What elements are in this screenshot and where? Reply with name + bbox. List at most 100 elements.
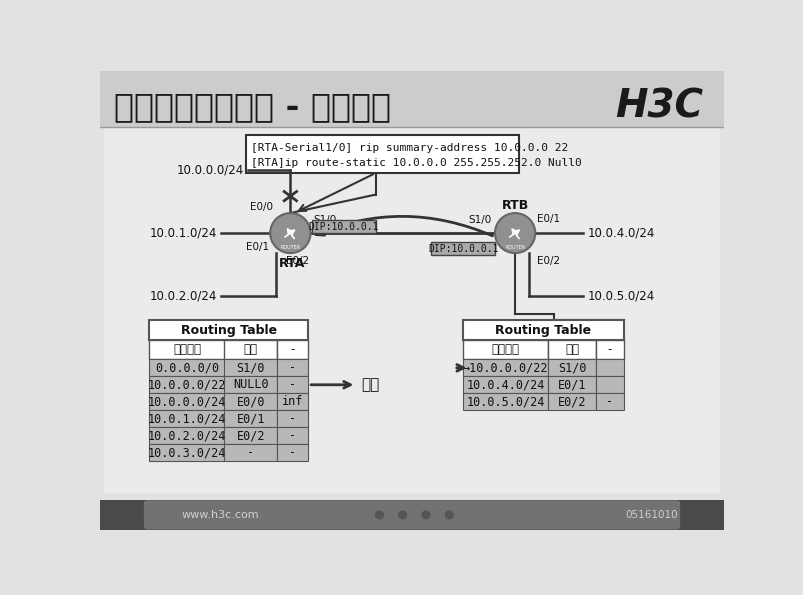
Text: 05161010: 05161010 <box>625 510 677 520</box>
Text: -: - <box>605 395 613 408</box>
Bar <box>596 376 623 393</box>
Bar <box>149 444 224 461</box>
Bar <box>277 410 308 427</box>
Bar <box>149 359 224 376</box>
Text: [RTA]ip route-static 10.0.0.0 255.255.252.0 Null0: [RTA]ip route-static 10.0.0.0 255.255.25… <box>251 158 581 168</box>
Bar <box>224 444 277 461</box>
Bar <box>277 444 308 461</box>
Circle shape <box>375 511 383 519</box>
Text: -: - <box>289 361 296 374</box>
Bar <box>596 359 623 376</box>
Text: S1/0: S1/0 <box>313 215 336 226</box>
Bar <box>463 320 623 340</box>
Text: ROUTER: ROUTER <box>504 245 524 250</box>
Text: S1/0: S1/0 <box>557 361 586 374</box>
Text: E0/1: E0/1 <box>557 378 586 392</box>
Text: -: - <box>289 429 296 442</box>
Bar <box>104 129 719 493</box>
Text: 接口: 接口 <box>565 343 579 356</box>
Text: 目标网络: 目标网络 <box>491 343 520 356</box>
Bar <box>277 359 308 376</box>
Text: E0/2: E0/2 <box>236 429 265 442</box>
Text: 0.0.0.0/0: 0.0.0.0/0 <box>155 361 218 374</box>
Text: Routing Table: Routing Table <box>495 324 591 337</box>
Bar <box>100 71 723 127</box>
Bar <box>224 340 277 359</box>
Text: 10.0.2.0/24: 10.0.2.0/24 <box>148 429 226 442</box>
Text: 10.0.5.0/24: 10.0.5.0/24 <box>466 395 544 408</box>
Bar <box>149 376 224 393</box>
Circle shape <box>422 511 430 519</box>
Text: 10.0.0.0/24: 10.0.0.0/24 <box>148 395 226 408</box>
Circle shape <box>445 511 453 519</box>
Text: DIP:10.0.0.1: DIP:10.0.0.1 <box>308 221 379 231</box>
Bar <box>312 220 375 233</box>
Bar <box>596 340 623 359</box>
Text: E0/1: E0/1 <box>236 412 265 425</box>
Bar <box>277 427 308 444</box>
Text: 10.0.0.0/24: 10.0.0.0/24 <box>177 164 243 177</box>
Text: 聚合环路解决方法 - 黑洞路由: 聚合环路解决方法 - 黑洞路由 <box>114 90 391 123</box>
Text: RTB: RTB <box>501 199 528 212</box>
Text: -: - <box>247 446 254 459</box>
Bar <box>548 376 596 393</box>
Text: -: - <box>289 378 296 392</box>
Text: -: - <box>289 412 296 425</box>
Text: Routing Table: Routing Table <box>181 324 276 337</box>
Text: 10.0.0.0/22: 10.0.0.0/22 <box>148 378 226 392</box>
Bar <box>224 427 277 444</box>
Text: S1/0: S1/0 <box>236 361 265 374</box>
Text: →10.0.0.0/22: →10.0.0.0/22 <box>463 361 548 374</box>
Text: E0/1: E0/1 <box>536 214 559 224</box>
Text: E0/0: E0/0 <box>236 395 265 408</box>
Text: [RTA-Serial1/0] rip summary-address 10.0.0.0 22: [RTA-Serial1/0] rip summary-address 10.0… <box>251 143 568 154</box>
Bar <box>149 320 308 340</box>
Text: E0/1: E0/1 <box>245 242 268 252</box>
Bar <box>277 376 308 393</box>
Text: 10.0.3.0/24: 10.0.3.0/24 <box>148 446 226 459</box>
Bar <box>548 340 596 359</box>
Text: 10.0.5.0/24: 10.0.5.0/24 <box>586 290 654 303</box>
Bar <box>277 393 308 410</box>
Circle shape <box>270 213 310 253</box>
Bar <box>277 340 308 359</box>
Text: E0/0: E0/0 <box>249 202 272 212</box>
Bar <box>596 393 623 410</box>
Text: NULL0: NULL0 <box>233 378 268 392</box>
FancyBboxPatch shape <box>144 500 679 530</box>
Bar <box>149 410 224 427</box>
Text: inf: inf <box>282 395 303 408</box>
Bar <box>224 410 277 427</box>
Bar <box>463 393 548 410</box>
Bar <box>149 427 224 444</box>
Text: 接口: 接口 <box>243 343 258 356</box>
Bar <box>463 376 548 393</box>
Text: www.h3c.com: www.h3c.com <box>181 510 259 520</box>
Text: -: - <box>290 343 295 356</box>
Text: 10.0.2.0/24: 10.0.2.0/24 <box>149 290 217 303</box>
Text: DIP:10.0.0.1: DIP:10.0.0.1 <box>427 244 498 254</box>
Bar <box>224 359 277 376</box>
Text: 10.0.4.0/24: 10.0.4.0/24 <box>586 227 654 240</box>
Text: 10.0.4.0/24: 10.0.4.0/24 <box>466 378 544 392</box>
Bar <box>224 393 277 410</box>
Text: E0/2: E0/2 <box>557 395 586 408</box>
Bar <box>100 500 723 530</box>
Bar <box>246 134 519 173</box>
Text: S1/0: S1/0 <box>468 215 491 226</box>
Circle shape <box>398 511 406 519</box>
Bar <box>224 376 277 393</box>
Text: E0/2: E0/2 <box>536 256 559 266</box>
Text: H3C: H3C <box>614 88 703 126</box>
Text: ROUTER: ROUTER <box>280 245 300 250</box>
Text: -: - <box>607 343 612 356</box>
Bar <box>431 242 495 255</box>
Text: 目标网络: 目标网络 <box>173 343 201 356</box>
Bar <box>548 393 596 410</box>
Text: 丢弃: 丢弃 <box>361 377 379 392</box>
Bar <box>463 359 548 376</box>
Text: 10.0.1.0/24: 10.0.1.0/24 <box>149 227 217 240</box>
FancyArrowPatch shape <box>316 217 491 236</box>
Text: E0/2: E0/2 <box>285 256 308 266</box>
Bar <box>149 340 224 359</box>
